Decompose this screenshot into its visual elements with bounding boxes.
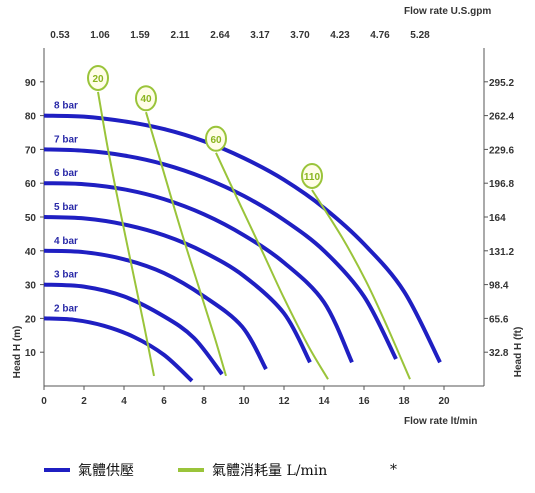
top-tick-label: 4.23 — [330, 30, 350, 41]
air-bubble-60 — [205, 125, 227, 152]
y-right-tick-label: 196.8 — [489, 179, 514, 190]
pressure-curve-5-bar — [43, 215, 312, 364]
legend-pressure-swatch — [44, 468, 70, 472]
x-tick-label: 2 — [81, 396, 87, 407]
air-bubble-110 — [301, 162, 323, 189]
pressure-curve-7-bar — [43, 147, 398, 360]
top-tick-label: 2.64 — [210, 30, 230, 41]
y-tick-label: 30 — [25, 281, 37, 292]
pressure-label-3-bar: 3 bar — [54, 270, 78, 281]
x-tick-label: 0 — [41, 396, 47, 407]
x-tick-label: 8 — [201, 396, 207, 407]
air-label-60: 60 — [210, 135, 222, 146]
y-tick-label: 20 — [25, 314, 37, 325]
y-tick-label: 10 — [25, 348, 37, 359]
pressure-label-2-bar: 2 bar — [54, 303, 78, 314]
legend-note-symbol: * — [390, 462, 397, 478]
legend-air: 氣體消耗量 L/min — [178, 458, 327, 482]
top-tick-label: 1.06 — [90, 30, 110, 41]
top-axis-title: Flow rate U.S.gpm — [404, 6, 491, 17]
x-tick-label: 16 — [358, 396, 370, 407]
x-tick-label: 6 — [161, 396, 167, 407]
x-tick-label: 18 — [398, 396, 410, 407]
legend-pressure: 氣體供壓 — [44, 458, 134, 482]
air-curve-40 — [145, 111, 227, 377]
x-tick-label: 20 — [438, 396, 450, 407]
y-axis-right-title: Head H (ft) — [513, 327, 524, 378]
top-tick-label: 5.28 — [410, 30, 430, 41]
pressure-label-7-bar: 7 bar — [54, 134, 78, 145]
y-tick-label: 40 — [25, 247, 37, 258]
x-tick-label: 4 — [121, 396, 127, 407]
y-tick-label: 80 — [25, 112, 37, 123]
y-right-tick-label: 98.4 — [489, 281, 509, 292]
top-tick-label: 3.17 — [250, 30, 270, 41]
air-curve-60 — [215, 152, 329, 380]
pressure-label-5-bar: 5 bar — [54, 202, 78, 213]
x-tick-label: 14 — [318, 396, 330, 407]
x-tick-label: 10 — [238, 396, 250, 407]
y-right-tick-label: 229.6 — [489, 145, 514, 156]
air-label-110: 110 — [304, 172, 321, 183]
air-bubble-40 — [135, 85, 157, 112]
y-right-tick-label: 32.8 — [489, 348, 509, 359]
pressure-curve-2-bar — [43, 316, 194, 383]
legend-air-swatch — [178, 468, 204, 472]
y-tick-label: 50 — [25, 213, 37, 224]
y-right-tick-label: 131.2 — [489, 247, 514, 258]
top-tick-label: 3.70 — [290, 30, 310, 41]
y-tick-label: 60 — [25, 179, 37, 190]
air-label-40: 40 — [140, 94, 152, 105]
legend-pressure-label: 氣體供壓 — [78, 463, 134, 479]
pressure-label-6-bar: 6 bar — [54, 168, 78, 179]
top-tick-label: 4.76 — [370, 30, 390, 41]
y-right-tick-label: 164 — [489, 213, 506, 224]
legend-note: * — [390, 458, 397, 482]
y-right-tick-label: 295.2 — [489, 78, 514, 89]
y-axis-title: Head H (m) — [12, 326, 23, 379]
air-curve-110 — [311, 189, 411, 380]
air-bubble-20 — [87, 64, 109, 91]
pressure-curve-8-bar — [43, 113, 442, 364]
x-axis-title: Flow rate lt/min — [404, 416, 477, 427]
air-label-20: 20 — [92, 74, 104, 85]
pressure-label-8-bar: 8 bar — [54, 101, 78, 112]
y-right-tick-label: 65.6 — [489, 314, 509, 325]
pressure-curve-3-bar — [43, 282, 224, 376]
y-tick-label: 70 — [25, 145, 37, 156]
x-tick-label: 12 — [278, 396, 290, 407]
legend-air-label: 氣體消耗量 L/min — [212, 463, 328, 479]
pressure-curve-6-bar — [43, 181, 354, 364]
y-tick-label: 90 — [25, 78, 37, 89]
top-tick-label: 1.59 — [130, 30, 150, 41]
pressure-label-4-bar: 4 bar — [54, 236, 78, 247]
air-curve-20 — [97, 91, 155, 377]
pressure-curve-4-bar — [43, 248, 268, 371]
top-tick-label: 0.53 — [50, 30, 70, 41]
y-right-tick-label: 262.4 — [489, 112, 514, 123]
top-tick-label: 2.11 — [171, 30, 190, 41]
